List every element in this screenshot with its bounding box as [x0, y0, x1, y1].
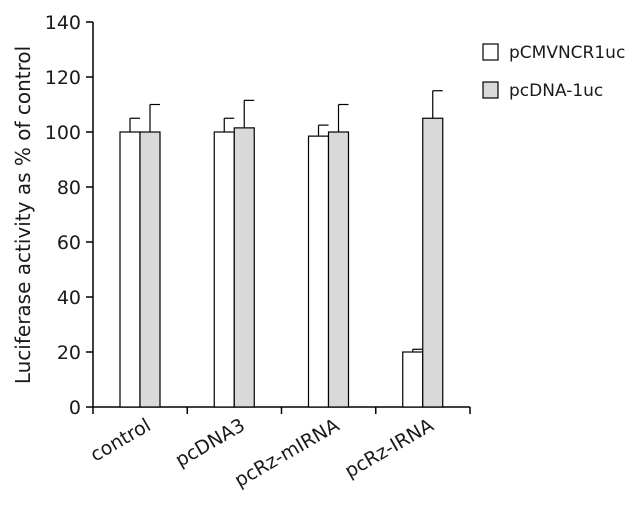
- y-tick-label: 40: [57, 287, 81, 309]
- x-tick-label: pcRz-IRNA: [341, 414, 437, 482]
- y-tick-label: 80: [57, 177, 81, 199]
- bar: [402, 351, 424, 408]
- y-tick-label: 120: [45, 67, 81, 89]
- legend-swatch: [482, 43, 499, 61]
- bar: [213, 131, 235, 408]
- y-tick-label: 140: [45, 12, 81, 34]
- legend: pCMVNCR1uc pcDNA-1uc: [482, 43, 625, 101]
- bar: [327, 131, 350, 408]
- y-axis-title: Luciferase activity as % of control: [11, 46, 35, 384]
- bar: [233, 127, 255, 408]
- y-ticks: 0 20 40 60 80 100 120 140: [45, 12, 93, 419]
- legend-label: pcDNA-1uc: [509, 81, 603, 101]
- bar: [119, 131, 141, 408]
- y-tick-label: 20: [57, 342, 81, 364]
- bars: [119, 90, 444, 408]
- legend-swatch: [482, 81, 499, 99]
- bar: [422, 117, 444, 408]
- bar: [307, 135, 330, 408]
- legend-label: pCMVNCR1uc: [509, 43, 625, 63]
- x-tick-label: control: [87, 414, 155, 466]
- x-tick-label: pcRz-mIRNA: [231, 414, 343, 492]
- y-tick-label: 60: [57, 232, 81, 254]
- x-tick-label: pcDNA3: [172, 414, 249, 471]
- y-tick-label: 100: [45, 122, 81, 144]
- y-tick-label: 0: [69, 397, 81, 419]
- bar: [139, 131, 161, 408]
